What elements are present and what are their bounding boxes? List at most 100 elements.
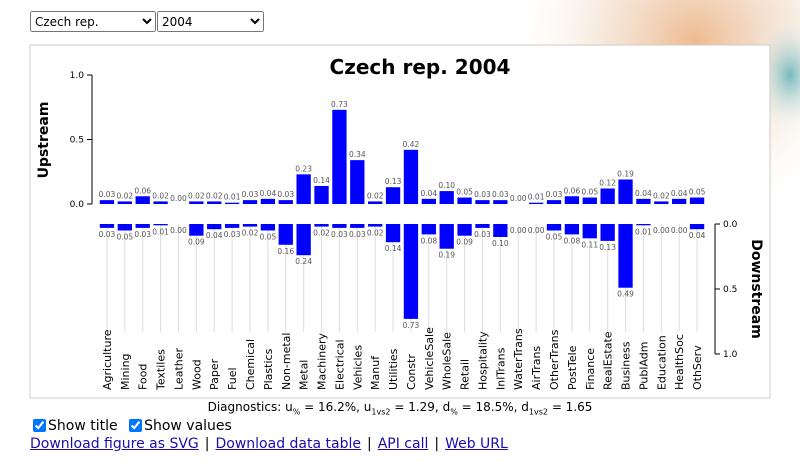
diagnostic-subscript: 1vs2 (371, 407, 391, 417)
value-label: 0.05 (116, 233, 133, 242)
bar (528, 202, 544, 204)
bar (153, 224, 168, 226)
value-label: 0.03 (99, 190, 116, 199)
x-tick-label: Manuf (369, 355, 382, 390)
bar (385, 224, 401, 243)
bar (439, 191, 454, 204)
value-label: 0.42 (403, 140, 420, 149)
value-label: 0.09 (456, 238, 473, 247)
x-tick-label: Metal (298, 360, 311, 390)
value-label: 0.08 (420, 236, 437, 245)
show-title-checkbox[interactable] (33, 419, 46, 432)
x-tick-label: Electrical (333, 339, 346, 390)
bar (421, 224, 436, 235)
x-tick-label: Food (137, 364, 150, 390)
value-label: 0.00 (510, 194, 527, 203)
value-label: 0.00 (528, 226, 545, 235)
value-label: 0.06 (134, 186, 151, 195)
value-label: 0.04 (671, 189, 688, 198)
link[interactable]: API call (377, 436, 429, 452)
x-tick-label: Hospitality (476, 331, 489, 390)
value-label: 0.05 (546, 233, 563, 242)
x-tick-label: VehicleSale (423, 327, 436, 390)
x-tick-label: Finance (584, 348, 597, 390)
bar (439, 224, 454, 249)
diagnostic-symbol: u (285, 400, 293, 414)
show-values-checkbox[interactable] (129, 419, 143, 432)
value-label: 0.03 (474, 230, 491, 239)
x-tick-label: Paper (208, 358, 221, 390)
value-label: 0.13 (599, 243, 616, 252)
diagnostic-subscript: % (292, 407, 301, 417)
bar (368, 201, 383, 204)
bar (582, 197, 597, 204)
value-label: 0.05 (456, 188, 473, 197)
x-tick-label: Retail (459, 359, 472, 390)
bar (278, 200, 293, 204)
y-axis-label: Upstream (36, 102, 52, 179)
value-label: 0.03 (331, 230, 348, 239)
options: Show title Show values (30, 418, 236, 434)
diagnostic-value: = 18.5%, (461, 400, 518, 414)
x-tick-label: InlTrans (494, 347, 507, 390)
bar (332, 109, 347, 204)
x-tick-label: Education (655, 335, 668, 390)
bar (296, 224, 311, 256)
x-tick-label: Non-metal (280, 333, 293, 391)
show-title-label: Show title (48, 418, 118, 434)
country-select[interactable]: Czech rep. (30, 11, 156, 32)
x-tick-label: WaterTrans (512, 328, 525, 390)
x-tick-label: Textiles (155, 349, 168, 391)
value-label: 0.03 (277, 190, 294, 199)
value-label: 0.16 (277, 247, 294, 256)
value-label: 0.04 (420, 189, 437, 198)
value-label: 0.23 (295, 164, 312, 173)
bar (689, 197, 705, 204)
value-label: 0.14 (313, 176, 330, 185)
bar (385, 187, 401, 204)
bar (153, 201, 168, 204)
diagnostic-value: = 16.2%, (304, 400, 360, 414)
bar (493, 224, 508, 237)
value-label: 0.02 (188, 191, 205, 200)
x-tick-label: AirTrans (530, 346, 543, 390)
link[interactable]: Download figure as SVG (30, 436, 199, 452)
bar (332, 224, 347, 228)
value-label: 0.03 (492, 190, 509, 199)
x-tick-label: Agriculture (101, 329, 114, 390)
bar (600, 188, 615, 204)
bar (260, 224, 276, 231)
x-tick-label: RealEstate (602, 331, 615, 390)
bar (189, 224, 204, 236)
x-tick-label: OtherTrans (548, 329, 561, 390)
diagnostic-value: = 1.65 (551, 400, 593, 414)
value-label: 0.02 (367, 191, 384, 200)
bar (224, 224, 240, 228)
value-label: 0.00 (510, 226, 527, 235)
chart-frame (29, 44, 771, 399)
bar (457, 197, 472, 204)
link[interactable]: Download data table (215, 436, 361, 452)
x-tick-label: Mining (119, 353, 132, 390)
link[interactable]: Web URL (445, 436, 508, 452)
y2-tick-label: 1.0 (723, 350, 738, 360)
value-label: 0.03 (224, 230, 241, 239)
bar (475, 200, 490, 204)
value-label: 0.02 (116, 191, 133, 200)
show-values-label: Show values (144, 418, 232, 434)
value-label: 0.73 (331, 100, 348, 109)
bar (582, 224, 597, 239)
show-values-option[interactable]: Show values (126, 418, 232, 434)
bar (546, 224, 562, 231)
value-label: 0.24 (295, 257, 312, 266)
show-title-option[interactable]: Show title (30, 418, 118, 434)
x-tick-label: Plastics (262, 348, 275, 390)
diagnostics-label: Diagnostics: (207, 400, 282, 414)
bar (260, 198, 276, 204)
value-label: 0.03 (134, 230, 151, 239)
year-select[interactable]: 2004 (157, 11, 264, 32)
bar (654, 201, 669, 204)
value-label: 0.73 (403, 321, 420, 330)
value-label: 0.04 (635, 189, 652, 198)
